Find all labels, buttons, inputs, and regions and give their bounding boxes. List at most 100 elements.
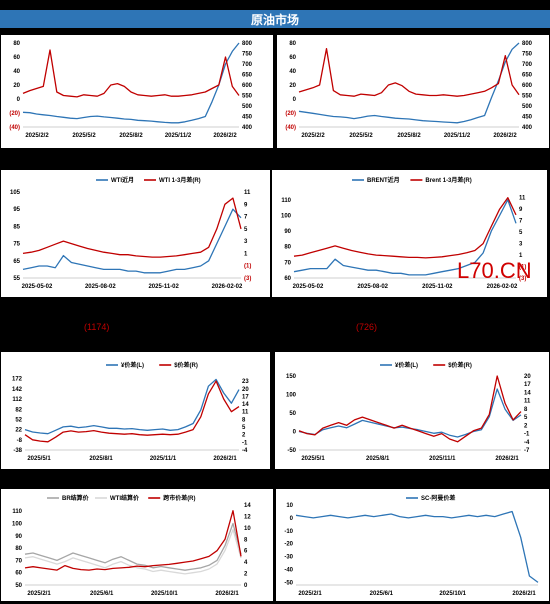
left-tick-label: 65 <box>13 259 20 265</box>
legend-label: BRENT近月 <box>367 176 400 184</box>
right-tick-label: 2 <box>242 433 246 439</box>
right-tick-label: 1 <box>244 251 248 257</box>
right-tick-label: 23 <box>242 379 249 385</box>
left-tick-label: -50 <box>287 448 296 454</box>
legend-label: WTI结算价 <box>110 494 140 502</box>
left-tick-label: -8 <box>17 438 23 444</box>
right-tick-label: 700 <box>242 62 253 68</box>
left-tick-label: 110 <box>12 509 22 515</box>
right-tick-label: 12 <box>244 514 251 520</box>
left-tick-label: 60 <box>13 55 20 61</box>
left-tick-label: 110 <box>281 198 291 204</box>
x-tick-label: 2026/2/1 <box>215 591 239 597</box>
series-line-2 <box>24 380 240 443</box>
x-tick-label: 2026/2/2 <box>213 133 237 139</box>
right-tick-label: 700 <box>522 62 533 68</box>
series-line-2 <box>22 49 240 98</box>
x-tick-label: 2025/11/1 <box>429 456 456 462</box>
right-tick-label: 6 <box>244 549 248 555</box>
right-tick-label: 5 <box>244 227 248 233</box>
left-tick-label: 75 <box>13 242 20 248</box>
right-tick-label: 20 <box>524 374 531 380</box>
x-tick-label: 2025/10/1 <box>439 591 466 597</box>
right-tick-label: 600 <box>522 83 533 89</box>
left-tick-label: -50 <box>284 580 293 586</box>
right-tick-label: -4 <box>242 448 248 454</box>
chart-c6: 150 100 50 0 -50 20 17 14 11 8 5 2 -1 -4 -7 2025/5/1 202… <box>286 361 531 462</box>
legend-label: SC-阿曼价差 <box>421 494 455 502</box>
legend-label: WTI 1-3月差(R) <box>159 176 201 184</box>
left-tick-label: -10 <box>284 529 293 535</box>
right-tick-label: 550 <box>242 94 253 100</box>
x-tick-label: 2025/11/1 <box>150 456 177 462</box>
chart-c2: 80 60 40 20 0 (20) (40) 800 750 700 650 600 550 500 45… <box>285 41 533 139</box>
x-tick-label: 2025/5/2 <box>72 133 96 139</box>
left-tick-label: 80 <box>284 245 291 251</box>
right-tick-label: 11 <box>244 190 251 196</box>
x-tick-label: 2026/2/1 <box>495 456 519 462</box>
x-tick-label: 2025/11/2 <box>444 133 471 139</box>
left-tick-label: 70 <box>15 558 22 564</box>
left-tick-label: 0 <box>17 97 21 103</box>
right-tick-label: 20 <box>242 387 249 393</box>
series-line-1 <box>24 522 242 571</box>
right-tick-label: 600 <box>242 83 253 89</box>
x-tick-label: 2026/2/1 <box>512 591 536 597</box>
page-title-bar: 原油市场 <box>0 10 550 28</box>
left-tick-label: 90 <box>284 229 291 235</box>
chart-c8: 10 0 -10 -20 -30 -40 -50 2025/2/1 2025/6/1 2025/1… <box>284 494 539 597</box>
section-label-right: (726) <box>356 322 378 332</box>
right-tick-label: (1) <box>519 265 526 271</box>
right-tick-label: 9 <box>244 202 248 208</box>
legend-label: 跨市价差(R) <box>163 494 195 502</box>
x-tick-label: 2026-02-02 <box>212 284 243 290</box>
right-tick-label: 550 <box>522 94 533 100</box>
left-tick-label: -38 <box>13 448 22 454</box>
left-tick-label: 52 <box>15 417 22 423</box>
chart-c1: 80 60 40 20 0 (20) (40) 800 750 700 650 600 550 500 45… <box>9 41 253 139</box>
right-tick-label: 14 <box>242 402 249 408</box>
x-tick-label: 2026/2/1 <box>213 456 237 462</box>
left-tick-label: 10 <box>286 503 293 509</box>
left-tick-label: 22 <box>15 428 22 434</box>
right-tick-label: 3 <box>244 239 248 245</box>
left-tick-label: (20) <box>285 111 296 117</box>
x-tick-label: 2025/6/1 <box>370 591 394 597</box>
right-tick-label: 14 <box>244 503 251 509</box>
left-tick-label: 40 <box>289 69 296 75</box>
series-line-2 <box>298 375 522 443</box>
chart-panel-3: 105 95 85 75 65 55 11 9 7 5 3 1 (1) (3) 2025-05-02 2025… <box>1 170 270 297</box>
right-tick-label: 10 <box>244 526 251 532</box>
series-line-2 <box>22 197 242 258</box>
series-line-1 <box>24 378 240 435</box>
left-tick-label: 80 <box>289 41 296 47</box>
left-tick-label: 90 <box>15 534 22 540</box>
x-tick-label: 2025/5/2 <box>349 133 373 139</box>
left-tick-label: 100 <box>281 213 292 219</box>
left-tick-label: (20) <box>9 111 20 117</box>
chart-panel-5: 172 142 112 82 52 22 -8 -38 23 20 17 14 11 8 5 2 -1 -4 202… <box>1 352 270 469</box>
right-tick-label: 450 <box>522 115 533 121</box>
series-line-2 <box>293 197 517 259</box>
left-tick-label: 80 <box>13 41 20 47</box>
right-tick-label: 8 <box>524 407 528 413</box>
series-line-1 <box>22 42 240 124</box>
legend-label: Brent 1-3月差(R) <box>425 176 471 184</box>
left-tick-label: -40 <box>284 568 293 574</box>
right-tick-label: 650 <box>242 73 253 79</box>
right-tick-label: 2 <box>244 572 248 578</box>
legend-label: $价差(R) <box>448 361 472 369</box>
right-tick-label: (1) <box>244 264 251 270</box>
right-tick-label: (3) <box>519 276 526 282</box>
legend-label: ¥价差(L) <box>395 361 418 369</box>
left-tick-label: 60 <box>15 571 22 577</box>
x-tick-label: 2025/5/1 <box>301 456 325 462</box>
left-tick-label: 60 <box>284 276 291 282</box>
left-tick-label: 0 <box>293 430 297 436</box>
x-tick-label: 2025-05-02 <box>22 284 53 290</box>
x-tick-label: 2025/8/2 <box>397 133 421 139</box>
section-label-left: (1174) <box>84 322 110 332</box>
right-tick-label: 5 <box>242 425 246 431</box>
right-tick-label: 2 <box>524 423 528 429</box>
